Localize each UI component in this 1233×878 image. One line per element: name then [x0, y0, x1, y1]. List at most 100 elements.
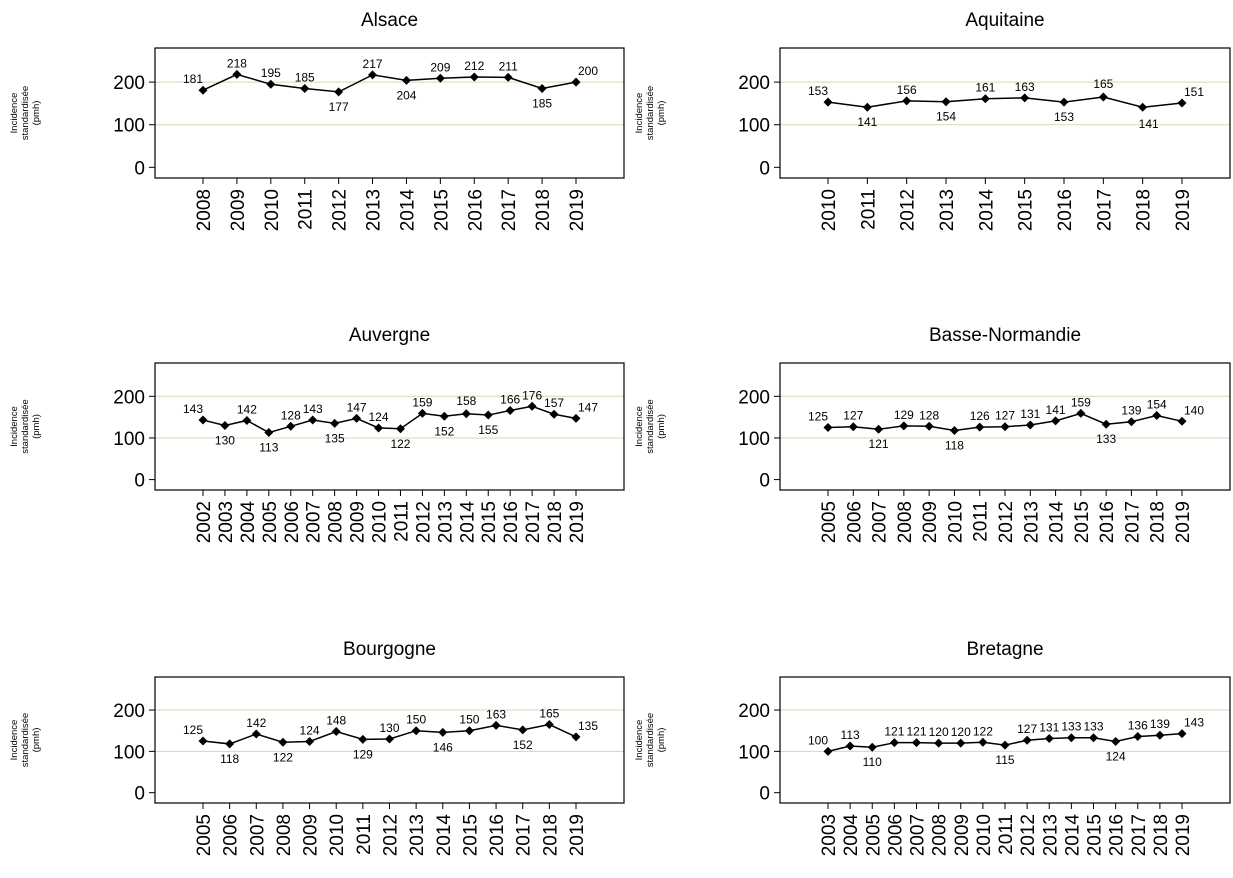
chart-title: Auvergne	[349, 325, 430, 346]
data-label: 122	[390, 437, 410, 451]
data-label: 147	[347, 400, 367, 414]
data-point	[220, 420, 230, 430]
x-tick-label: 2010	[370, 501, 391, 543]
data-label: 142	[246, 716, 266, 730]
data-point	[537, 83, 547, 93]
x-tick-label: 2017	[1122, 501, 1143, 543]
data-label: 177	[329, 100, 349, 114]
chart-title: Aquitaine	[965, 10, 1044, 31]
data-label: 127	[843, 409, 863, 423]
data-point	[1126, 417, 1136, 427]
data-label: 165	[539, 707, 559, 721]
x-tick-label: 2009	[301, 814, 322, 856]
data-label: 130	[379, 721, 399, 735]
data-label: 118	[220, 752, 239, 766]
data-point	[571, 732, 581, 742]
x-tick-label: 2007	[908, 814, 929, 856]
data-point	[867, 742, 877, 752]
data-point	[1111, 736, 1121, 746]
data-point	[264, 428, 274, 438]
data-label: 125	[808, 410, 828, 424]
data-point	[1066, 733, 1076, 743]
x-tick-label: 2014	[397, 189, 418, 232]
data-label: 127	[995, 409, 1015, 423]
data-point	[1000, 422, 1010, 432]
data-label: 185	[295, 70, 315, 84]
x-tick-label: 2013	[937, 189, 958, 231]
x-tick-label: 2007	[247, 814, 268, 856]
data-point	[1152, 410, 1162, 420]
x-tick-label: 2008	[326, 501, 347, 543]
x-tick-label: 2012	[330, 189, 351, 231]
data-label: 156	[897, 83, 917, 97]
x-tick-label: 2006	[221, 814, 242, 856]
data-point	[385, 734, 394, 744]
y-axis-label: standardisée	[20, 713, 31, 767]
data-point	[544, 720, 554, 730]
y-tick-label: 100	[113, 116, 145, 137]
data-label: 163	[1015, 80, 1035, 94]
x-tick-label: 2016	[465, 189, 486, 231]
data-label: 143	[303, 402, 323, 416]
chart-title: Bretagne	[966, 639, 1043, 660]
data-label: 141	[1046, 403, 1066, 417]
data-label: 151	[1184, 85, 1204, 99]
y-axis-label: Incidence	[634, 93, 645, 134]
data-label: 131	[1039, 721, 1059, 735]
x-tick-label: 2011	[996, 814, 1017, 855]
x-tick-label: 2012	[413, 501, 434, 543]
x-tick-label: 2012	[1018, 814, 1039, 856]
data-label: 141	[857, 115, 877, 129]
y-tick-label: 100	[113, 429, 145, 450]
data-point	[286, 421, 296, 431]
series-line	[827, 96, 1183, 109]
data-label: 143	[1184, 716, 1204, 730]
data-label: 121	[906, 725, 926, 739]
x-tick-label: 2002	[194, 501, 215, 543]
y-tick-label: 100	[113, 742, 145, 763]
data-label: 128	[281, 408, 301, 422]
x-tick-label: 2016	[501, 501, 522, 543]
x-tick-label: 2010	[262, 189, 283, 231]
y-axis-label: (pmh)	[656, 728, 667, 753]
data-point	[1000, 740, 1010, 750]
data-point	[1133, 731, 1143, 741]
data-point	[924, 421, 934, 431]
data-point	[334, 87, 344, 97]
data-point	[266, 79, 276, 89]
data-label: 129	[353, 747, 373, 761]
data-label: 159	[1071, 395, 1091, 409]
data-point	[438, 727, 448, 737]
chart-panel: Alsace 0 100 200 Incidence standardisée (pmh) 2…	[9, 10, 625, 232]
data-point	[305, 736, 315, 746]
data-label: 120	[951, 725, 971, 739]
data-point	[1051, 416, 1061, 426]
y-tick-label: 200	[113, 73, 145, 94]
y-tick-label: 200	[738, 701, 770, 722]
chart-title: Bourgogne	[343, 639, 436, 660]
data-label: 142	[237, 402, 257, 416]
data-label: 122	[273, 750, 293, 764]
x-tick-label: 2005	[819, 501, 840, 543]
y-axis-label: (pmh)	[656, 414, 667, 439]
data-point	[1177, 416, 1187, 426]
x-tick-label: 2010	[819, 189, 840, 231]
data-point	[1177, 729, 1187, 739]
data-point	[949, 425, 959, 435]
x-tick-label: 2005	[194, 814, 215, 856]
y-axis-label: (pmh)	[31, 414, 42, 439]
chart-panel: Bourgogne 0 100 200 Incidence standardisée (pm…	[9, 639, 625, 857]
data-point	[352, 413, 362, 423]
x-tick-label: 2018	[1151, 814, 1172, 856]
data-label: 133	[1061, 720, 1081, 734]
data-label: 155	[478, 423, 498, 437]
x-tick-label: 2014	[434, 814, 455, 857]
y-axis-label: (pmh)	[31, 101, 42, 126]
data-label: 124	[300, 723, 320, 737]
y-axis-label: Incidence	[9, 93, 20, 134]
data-label: 157	[544, 396, 564, 410]
data-point	[980, 94, 990, 104]
data-point	[505, 405, 515, 415]
y-tick-label: 100	[738, 742, 770, 763]
